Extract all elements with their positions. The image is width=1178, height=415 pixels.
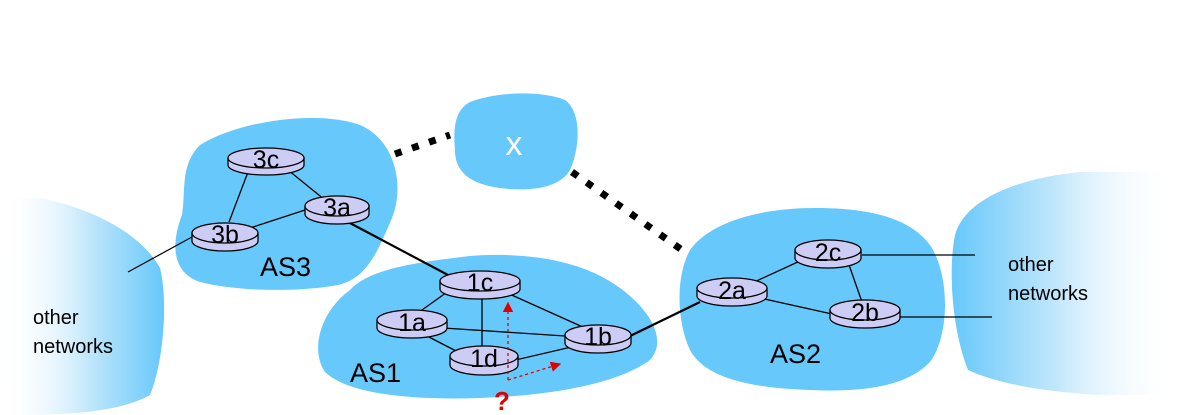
other-networks-right-line1: other	[1008, 254, 1054, 276]
other-networks-right-line2: networks	[1008, 283, 1088, 305]
link-1b-2a	[627, 301, 701, 338]
link-3b-3a	[249, 209, 306, 229]
link-2a-2b	[759, 297, 833, 315]
link-3b-other-left	[127, 236, 193, 273]
router-2c: 2c	[794, 239, 862, 269]
link-2c-2b	[847, 261, 863, 303]
other-networks-left-line2: networks	[33, 336, 113, 358]
link-3a-1c	[347, 221, 449, 276]
other-networks-left-line1: other	[33, 307, 79, 329]
dotted-link-x-2a	[569, 169, 685, 253]
as2-cloud	[679, 208, 945, 391]
router-label: 2a	[718, 277, 746, 305]
other-networks-left-cloud	[0, 198, 165, 415]
query-mark: ?	[494, 386, 510, 415]
router-label: 1a	[398, 309, 426, 337]
router-2b: 2b	[829, 299, 901, 329]
router-label: 2b	[851, 299, 879, 327]
x-cloud	[454, 93, 578, 190]
link-3c-3a	[287, 169, 326, 201]
link-3c-3b	[228, 171, 249, 223]
dotted-link-3a-x	[393, 131, 452, 158]
link-1c-1b	[504, 291, 586, 329]
router-1d: 1d	[449, 345, 519, 376]
router-label: 2c	[815, 239, 841, 267]
other-networks-right-cloud	[951, 172, 1178, 395]
router-label: 1c	[467, 269, 493, 297]
link-1a-1b	[427, 326, 566, 337]
router-2a: 2a	[696, 277, 768, 307]
as1-label: AS1	[350, 358, 401, 388]
x-label: x	[506, 125, 523, 163]
router-3a: 3a	[304, 194, 370, 225]
router-label: 3a	[323, 194, 351, 222]
link-1a-1d	[424, 334, 461, 354]
router-1b: 1b	[564, 323, 632, 354]
router-1a: 1a	[376, 309, 448, 339]
as1-cloud	[318, 254, 658, 399]
link-2a-2c	[751, 260, 801, 284]
router-1c: 1c	[439, 269, 521, 300]
router-3b: 3b	[191, 221, 259, 252]
router-3c: 3c	[227, 146, 305, 176]
as3-label: AS3	[260, 252, 311, 282]
router-label: 3c	[253, 146, 279, 174]
router-label: 1b	[584, 323, 612, 351]
as2-label: AS2	[770, 339, 821, 369]
router-label: 3b	[211, 221, 239, 249]
router-label: 1d	[470, 345, 498, 373]
